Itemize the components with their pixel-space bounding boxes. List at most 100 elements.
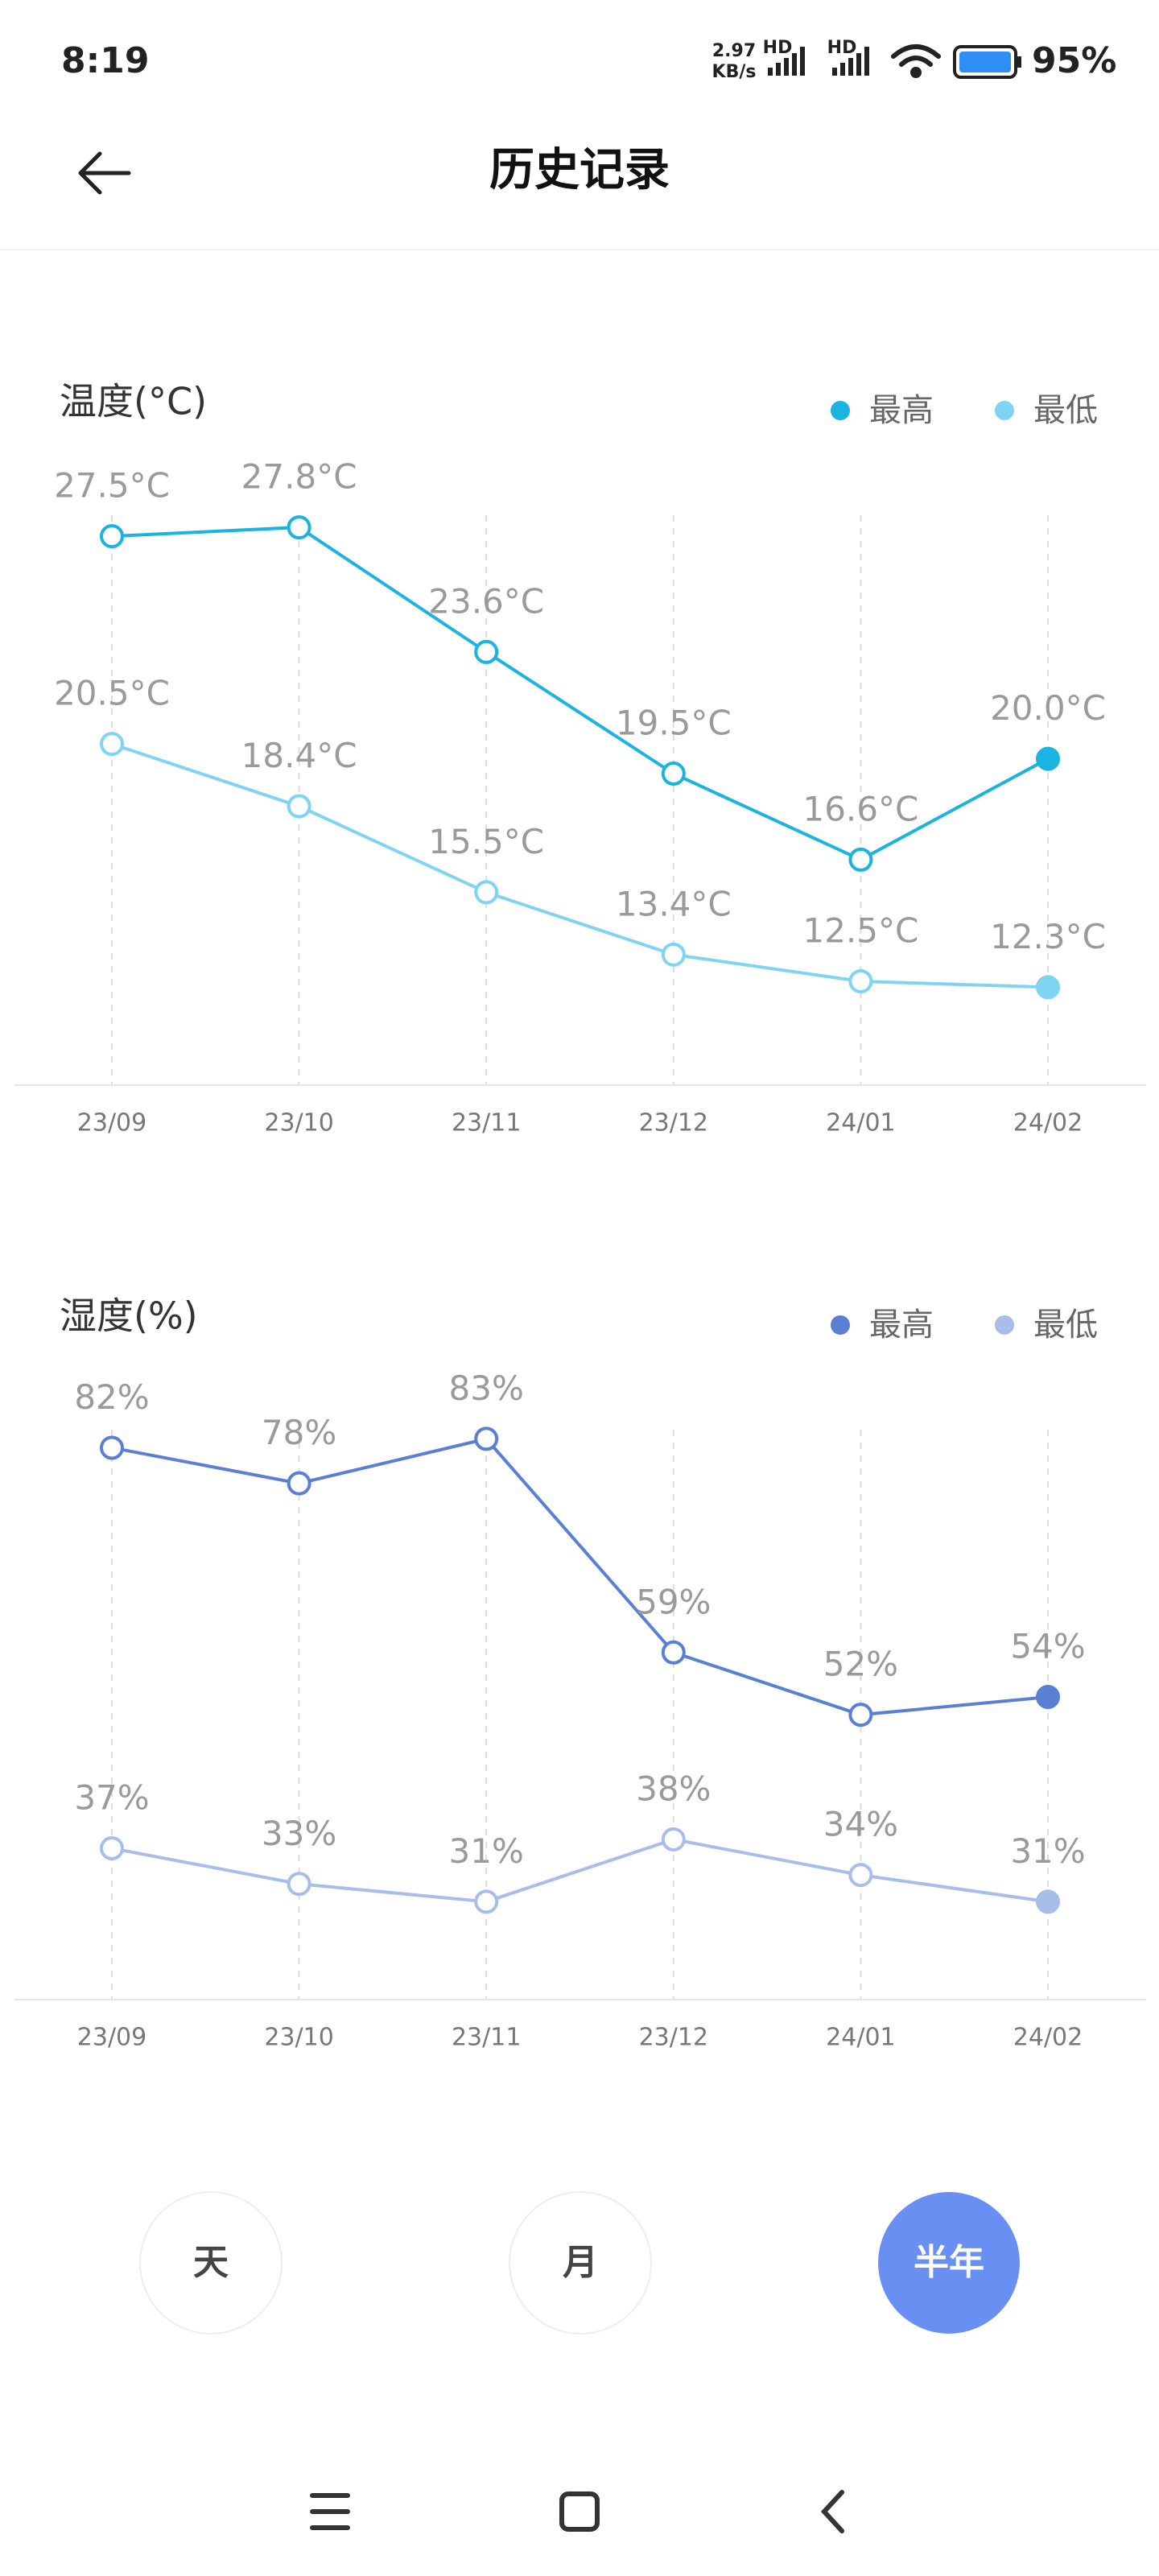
data-point [848,969,873,993]
data-point [287,794,311,819]
signal-label: HD [763,38,793,58]
data-label: 19.5°C [616,704,732,743]
data-point [474,1889,499,1914]
range-button-label: 月 [563,2242,598,2283]
range-button-bg [139,2191,283,2334]
data-label: 82% [74,1377,149,1417]
x-tick-label: 24/01 [826,2024,895,2052]
nav-menu[interactable] [310,2493,350,2530]
legend-label: 最高 [869,1307,934,1344]
x-tick-label: 23/12 [639,2024,708,2052]
x-tick-label: 23/12 [639,1109,708,1137]
data-label: 15.5°C [428,822,544,861]
data-label: 38% [636,1769,711,1808]
wifi-icon [891,44,941,78]
chart-title: 湿度(%) [60,1294,198,1338]
data-label: 12.3°C [990,917,1106,956]
data-label: 33% [262,1814,336,1853]
range-button-bg [878,2192,1020,2334]
data-point [848,1703,873,1728]
series-line [111,526,1049,862]
page-title: 历史记录 [489,144,670,196]
data-label: 31% [1010,1831,1085,1871]
network-speed: 2.97 [712,41,756,61]
range-button-label: 半年 [914,2242,984,2283]
x-tick-label: 23/10 [264,1109,333,1137]
data-point [1036,975,1060,1000]
data-label: 34% [823,1805,898,1844]
legend-marker [831,401,850,420]
x-tick-label: 23/09 [77,2024,146,2052]
x-tick-label: 24/02 [1013,1109,1083,1137]
legend-marker [995,1315,1014,1335]
network-unit: KB/s [712,62,757,82]
data-point [1036,1889,1060,1914]
data-label: 20.0°C [990,688,1106,728]
range-button-bg [509,2191,652,2334]
legend-label: 最低 [1033,1307,1098,1344]
data-point [661,1827,686,1852]
legend-marker [995,401,1014,420]
data-label: 18.4°C [241,736,357,775]
legend-label: 最高 [869,392,934,429]
x-tick-label: 23/09 [77,1109,146,1137]
series-line [111,1437,1049,1717]
range-button[interactable]: 天 [139,2191,283,2334]
data-label: 83% [449,1368,524,1408]
series-line [111,1837,1049,1904]
data-label: 27.5°C [54,466,170,506]
series-line [111,742,1049,989]
data-point [287,1471,311,1496]
data-point [474,1426,499,1451]
data-point [474,639,499,664]
data-label: 12.5°C [802,911,918,951]
data-label: 52% [823,1645,898,1684]
battery-icon [953,45,1021,79]
data-point [848,847,873,872]
chart-title: 温度(°C) [60,380,207,423]
legend-label: 最低 [1033,392,1098,429]
data-point [100,524,124,549]
range-button-label: 天 [193,2242,229,2283]
back-button[interactable] [78,151,131,195]
data-label: 16.6°C [802,789,918,828]
data-label: 37% [74,1778,149,1818]
data-point [287,515,311,540]
data-label: 23.6°C [428,581,544,621]
battery-level: 95% [1032,40,1116,81]
data-point [100,1435,124,1460]
x-tick-label: 24/02 [1013,2024,1083,2052]
data-point [848,1863,873,1888]
signal-label: HD [827,38,857,58]
data-point [1036,1685,1060,1710]
data-point [661,762,686,786]
data-label: 20.5°C [54,674,170,713]
data-point [474,880,499,905]
range-button[interactable]: 月 [509,2191,652,2334]
data-label: 78% [262,1413,336,1452]
range-button[interactable]: 半年 [878,2192,1020,2334]
chart: 湿度(%) 最高 最低 23/09 23/10 23/11 23/12 24/01 24/02 8… [14,1294,1146,2052]
nav-back[interactable] [820,2490,844,2533]
x-tick-label: 24/01 [826,1109,895,1137]
chart: 温度(°C) 最高 最低 23/09 23/10 23/11 23/12 24/01 24/02… [14,380,1146,1137]
data-point [1036,746,1060,771]
legend-marker [831,1315,850,1335]
data-label: 13.4°C [616,884,732,923]
x-tick-label: 23/11 [452,2024,521,2052]
data-point [661,942,686,967]
data-point [661,1640,686,1665]
data-point [100,732,124,757]
signal-icon [768,47,869,76]
data-point [100,1836,124,1861]
data-label: 59% [636,1582,711,1621]
status-time: 8:19 [61,40,149,81]
x-tick-label: 23/10 [264,2024,333,2052]
nav-home[interactable] [559,2491,600,2532]
data-point [287,1872,311,1897]
data-label: 31% [449,1831,524,1871]
x-tick-label: 23/11 [452,1109,521,1137]
data-label: 54% [1010,1627,1085,1666]
